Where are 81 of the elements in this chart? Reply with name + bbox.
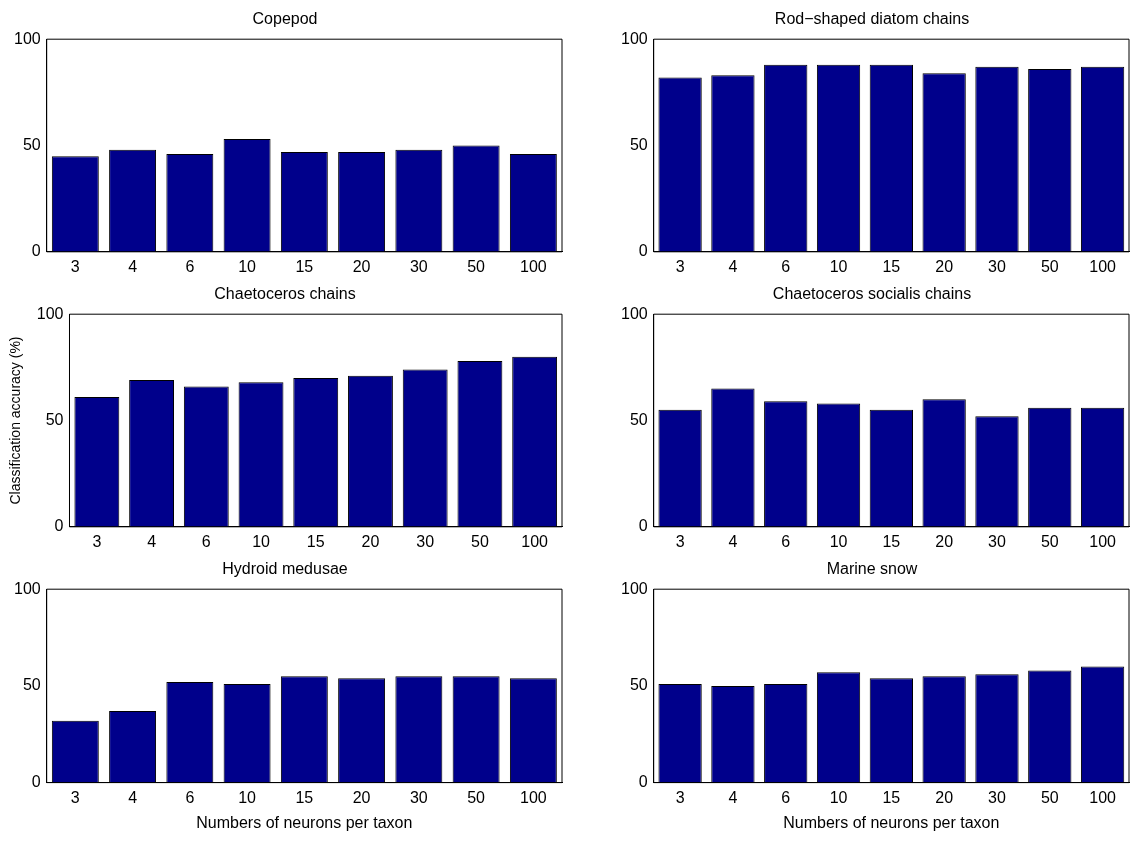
x-tick-label: 15 bbox=[295, 257, 314, 275]
y-tick-label: 100 bbox=[620, 304, 648, 322]
x-tick-label: 4 bbox=[128, 257, 138, 275]
y-tick-label: 100 bbox=[36, 304, 64, 322]
x-tick-label: 10 bbox=[829, 788, 848, 806]
y-tick-label: 50 bbox=[629, 135, 648, 153]
x-tick-label: 50 bbox=[1040, 257, 1059, 275]
x-tick-label: 30 bbox=[988, 532, 1006, 550]
x-axis-title: Numbers of neurons per taxon bbox=[783, 813, 1000, 831]
y-tick-label: 0 bbox=[638, 517, 648, 535]
x-tick-label: 4 bbox=[147, 532, 157, 550]
y-axis-title: Classification accuracy (%) bbox=[7, 336, 24, 505]
chart-title: Chaetoceros chains bbox=[214, 285, 356, 303]
x-tick-label: 30 bbox=[416, 532, 435, 550]
x-tick-label: 6 bbox=[185, 788, 195, 806]
x-tick-label: 3 bbox=[92, 532, 102, 550]
x-tick-label: 15 bbox=[306, 532, 325, 550]
x-tick-label: 30 bbox=[988, 257, 1006, 275]
y-tick-label: 50 bbox=[629, 410, 648, 428]
x-tick-label: 100 bbox=[1089, 788, 1117, 806]
x-tick-label: 20 bbox=[935, 257, 954, 275]
x-tick-label: 100 bbox=[1089, 532, 1117, 550]
chart-title: Rod−shaped diatom chains bbox=[774, 10, 970, 28]
y-tick-label: 0 bbox=[638, 773, 648, 791]
x-tick-label: 30 bbox=[988, 788, 1006, 806]
y-tick-label: 0 bbox=[54, 517, 64, 535]
x-tick-label: 10 bbox=[829, 532, 848, 550]
x-tick-label: 10 bbox=[829, 257, 848, 275]
x-tick-label: 4 bbox=[728, 532, 738, 550]
y-tick-label: 50 bbox=[22, 676, 41, 694]
y-tick-label: 0 bbox=[31, 242, 41, 260]
x-tick-label: 3 bbox=[675, 532, 685, 550]
x-tick-label: 6 bbox=[185, 257, 195, 275]
x-tick-label: 100 bbox=[520, 788, 547, 806]
y-tick-label: 100 bbox=[620, 579, 648, 597]
x-tick-label: 6 bbox=[781, 788, 791, 806]
x-tick-label: 20 bbox=[935, 788, 954, 806]
y-tick-label: 100 bbox=[620, 29, 648, 47]
x-tick-label: 4 bbox=[128, 788, 138, 806]
x-tick-label: 10 bbox=[238, 257, 257, 275]
x-tick-label: 30 bbox=[409, 788, 428, 806]
x-tick-label: 6 bbox=[201, 532, 211, 550]
x-tick-label: 20 bbox=[352, 257, 371, 275]
x-tick-label: 6 bbox=[781, 257, 791, 275]
x-tick-label: 10 bbox=[238, 788, 257, 806]
x-tick-label: 20 bbox=[361, 532, 380, 550]
x-tick-label: 20 bbox=[935, 532, 954, 550]
x-tick-label: 15 bbox=[882, 532, 901, 550]
x-tick-label: 100 bbox=[520, 257, 547, 275]
x-tick-label: 3 bbox=[675, 257, 685, 275]
x-tick-label: 50 bbox=[467, 788, 486, 806]
x-tick-label: 20 bbox=[352, 788, 371, 806]
x-tick-label: 100 bbox=[1089, 257, 1117, 275]
x-tick-label: 3 bbox=[70, 788, 80, 806]
y-tick-label: 0 bbox=[31, 773, 41, 791]
y-tick-label: 100 bbox=[13, 29, 41, 47]
x-tick-label: 6 bbox=[781, 532, 791, 550]
x-tick-label: 50 bbox=[467, 257, 486, 275]
x-tick-label: 3 bbox=[70, 257, 80, 275]
x-tick-label: 30 bbox=[409, 257, 428, 275]
x-tick-label: 15 bbox=[882, 788, 901, 806]
x-tick-label: 15 bbox=[295, 788, 314, 806]
x-tick-label: 50 bbox=[471, 532, 489, 550]
x-tick-label: 50 bbox=[1040, 532, 1059, 550]
y-tick-label: 0 bbox=[638, 242, 648, 260]
chart-title: Hydroid medusae bbox=[222, 560, 348, 578]
chart-title: Chaetoceros socialis chains bbox=[772, 285, 972, 303]
x-tick-label: 10 bbox=[252, 532, 271, 550]
chart-title: Marine snow bbox=[826, 560, 918, 578]
y-tick-label: 50 bbox=[629, 676, 648, 694]
x-tick-label: 3 bbox=[675, 788, 685, 806]
x-tick-label: 100 bbox=[521, 532, 549, 550]
x-tick-label: 4 bbox=[728, 788, 738, 806]
x-tick-label: 50 bbox=[1040, 788, 1059, 806]
x-axis-title: Numbers of neurons per taxon bbox=[196, 813, 413, 831]
x-tick-label: 4 bbox=[728, 257, 738, 275]
chart-title: Copepod bbox=[252, 10, 318, 28]
x-tick-label: 15 bbox=[882, 257, 901, 275]
y-tick-label: 50 bbox=[45, 410, 64, 428]
y-tick-label: 50 bbox=[22, 135, 41, 153]
y-tick-label: 100 bbox=[13, 579, 41, 597]
